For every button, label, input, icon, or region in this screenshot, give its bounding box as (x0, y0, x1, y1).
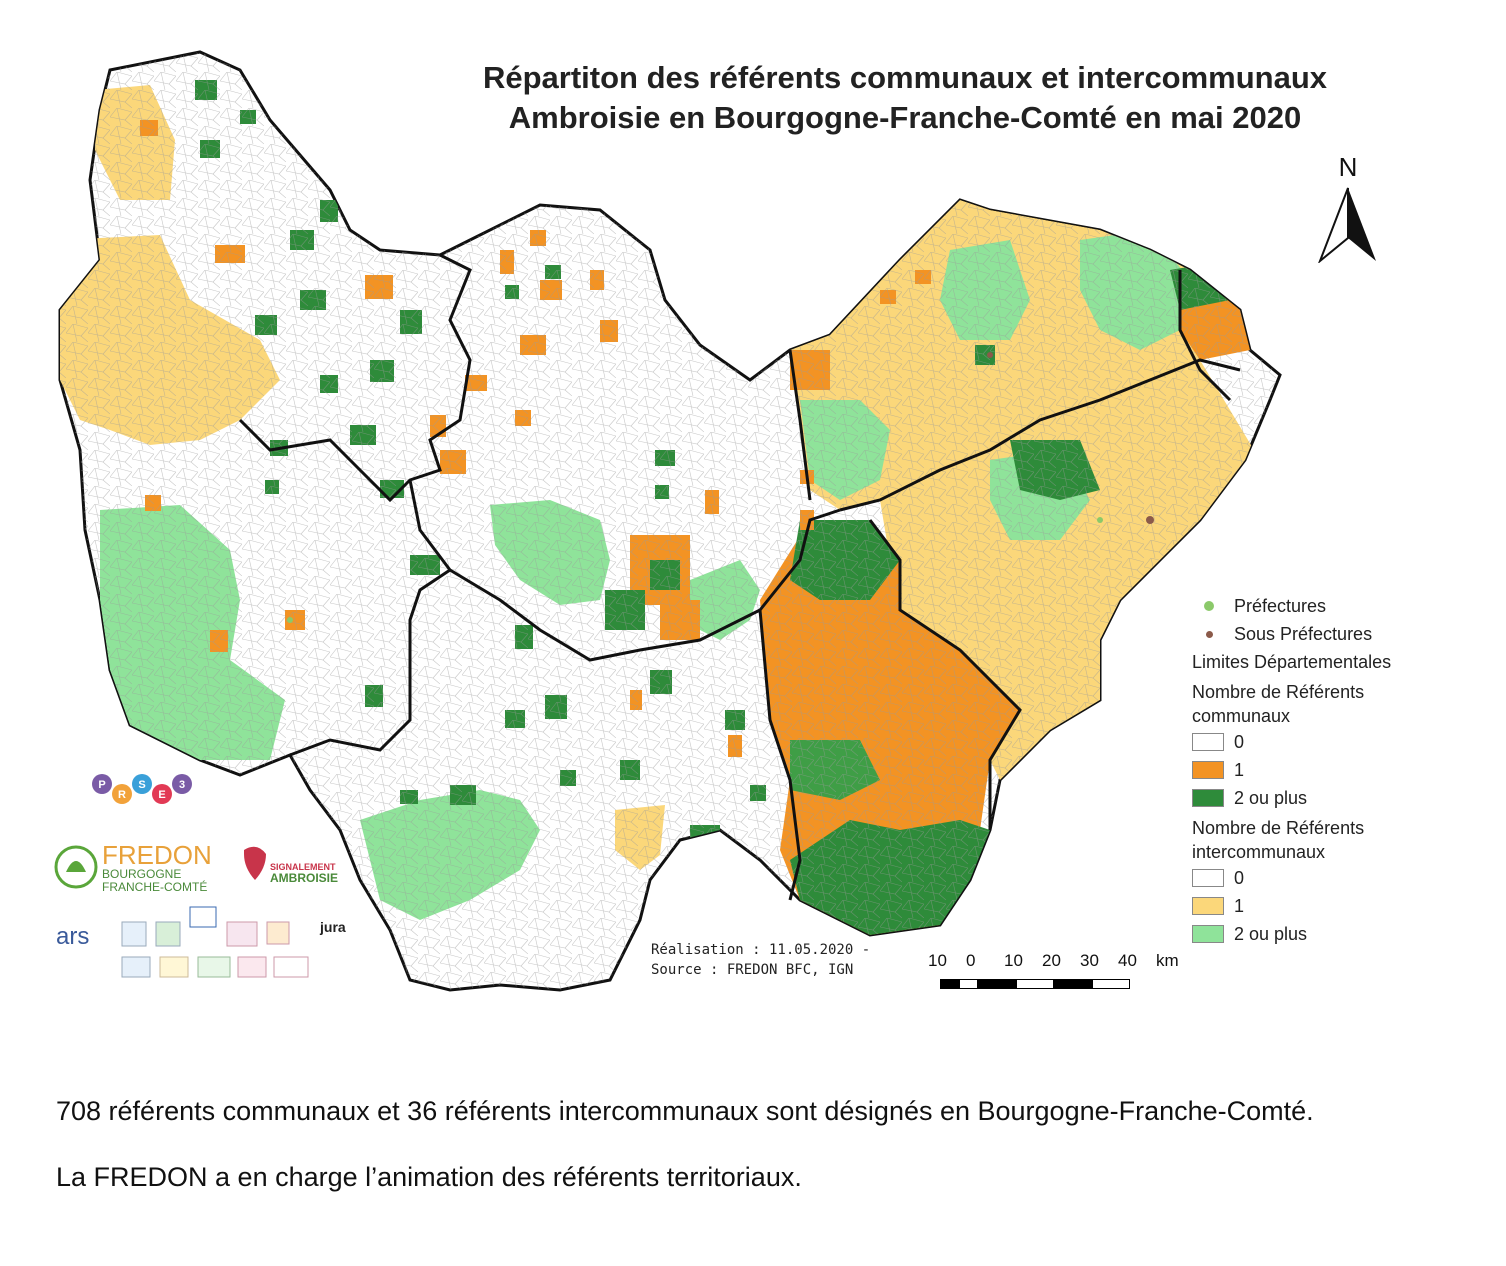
ars-logo: ars (56, 923, 89, 950)
pe-letter: P (98, 779, 105, 791)
credits-date: Réalisation : 11.05.2020 - (651, 942, 871, 958)
legend-inter-2-label: 2 ou plus (1234, 923, 1308, 944)
legend-communaux-0-label: 0 (1234, 731, 1245, 752)
legend-communaux-title-2: communaux (1192, 706, 1291, 726)
legend-prefectures: Préfectures (1192, 592, 1432, 620)
scale-label: 40 (1118, 951, 1137, 970)
legend-limites: Limites Départementales (1192, 648, 1432, 676)
north-arrow: N (1317, 152, 1378, 268)
swatch-communaux-0 (1192, 733, 1224, 751)
partner-logos: P R S E 3 FREDON BOURGOGNE FRANCHE-COMTÉ… (54, 774, 346, 978)
signalement-ambroisie-logo: SIGNALEMENT AMBROISIE (244, 846, 338, 885)
swatch-inter-1 (1192, 897, 1224, 915)
legend-communaux-1-label: 1 (1234, 759, 1245, 780)
prse3-logo: P R S E 3 (92, 774, 192, 804)
scale-segment (940, 979, 959, 989)
pe-letter: S (138, 779, 145, 791)
fredon-sub1: BOURGOGNE (102, 867, 181, 881)
legend-inter-title-1: Nombre de Référents (1192, 818, 1365, 838)
map-title-line2: Ambroisie en Bourgogne-Franche-Comté en … (508, 100, 1302, 135)
scale-segments (940, 979, 1188, 989)
scale-segment (1054, 979, 1092, 989)
fredon-name: FREDON (102, 840, 212, 870)
scale-segment (1016, 979, 1054, 989)
legend-inter-title-2: intercommunaux (1192, 842, 1326, 862)
legend-inter-2: 2 ou plus (1192, 920, 1432, 948)
legend-inter-1: 1 (1192, 892, 1432, 920)
map-title-line1: Répartiton des référents communaux et in… (482, 60, 1328, 95)
legend-communaux-2: 2 ou plus (1192, 784, 1432, 812)
scale-labels: 10 0 10 20 30 40 km (928, 951, 1188, 971)
signalement-text: SIGNALEMENT (270, 862, 336, 872)
legend-communaux-2-label: 2 ou plus (1234, 787, 1308, 808)
fredon-sub2: FRANCHE-COMTÉ (102, 879, 207, 894)
legend-communaux-0: 0 (1192, 728, 1432, 756)
ambroisie-text: AMBROISIE (270, 871, 338, 885)
legend-sous-prefectures: Sous Préfectures (1192, 620, 1432, 648)
scale-bar: 10 0 10 20 30 40 km (928, 951, 1188, 989)
north-label: N (1338, 152, 1358, 182)
scale-label: 10 (928, 951, 947, 970)
caption: 708 référents communaux et 36 référents … (56, 1095, 1496, 1227)
legend-communaux-1: 1 (1192, 756, 1432, 784)
legend-inter-0-label: 0 (1234, 867, 1245, 888)
legend-communaux-title-1: Nombre de Référents (1192, 682, 1365, 702)
prefecture-markers (287, 352, 1154, 623)
scale-label: 20 (1042, 951, 1061, 970)
map-legend: Préfectures Sous Préfectures Limites Dép… (1192, 592, 1432, 948)
swatch-inter-0 (1192, 869, 1224, 887)
region-map (58, 50, 1282, 992)
scale-segment (1092, 979, 1130, 989)
scale-segment (959, 979, 978, 989)
caption-line1: 708 référents communaux et 36 référents … (56, 1096, 1314, 1126)
legend-inter-1-label: 1 (1234, 895, 1245, 916)
legend-communaux-title: Nombre de Référents communaux (1192, 680, 1432, 728)
map-title: Répartiton des référents communaux et in… (390, 58, 1420, 138)
pe-letter: 3 (179, 779, 185, 791)
fredon-logo: FREDON BOURGOGNE FRANCHE-COMTÉ (54, 840, 212, 894)
scale-unit: km (1156, 951, 1179, 970)
sous-prefecture-dot-icon (1206, 630, 1213, 638)
legend-prefectures-label: Préfectures (1234, 595, 1327, 616)
legend-limites-label: Limites Départementales (1192, 651, 1392, 672)
prefecture-dot-icon (1204, 601, 1214, 611)
map-credits: Réalisation : 11.05.2020 - Source : FRED… (651, 940, 870, 980)
legend-inter-0: 0 (1192, 864, 1432, 892)
north-arrow-icon (1317, 187, 1376, 265)
jura-logo: jura (319, 919, 346, 935)
small-partner-logos: ars jura (56, 906, 346, 978)
credits-source: Source : FREDON BFC, IGN (651, 962, 854, 978)
swatch-communaux-1 (1192, 761, 1224, 779)
pe-letter: R (118, 789, 126, 801)
scale-label: 10 (1004, 951, 1023, 970)
scale-label: 0 (966, 951, 976, 970)
pe-letter: E (158, 789, 165, 801)
swatch-communaux-2 (1192, 789, 1224, 807)
caption-line2: La FREDON a en charge l’animation des ré… (56, 1162, 802, 1192)
swatch-inter-2 (1192, 925, 1224, 943)
legend-inter-title: Nombre de Référents intercommunaux (1192, 816, 1432, 864)
departmental-limits (238, 253, 1241, 901)
legend-sous-prefectures-label: Sous Préfectures (1234, 623, 1373, 644)
scale-segment (978, 979, 1016, 989)
scale-label: 30 (1080, 951, 1099, 970)
